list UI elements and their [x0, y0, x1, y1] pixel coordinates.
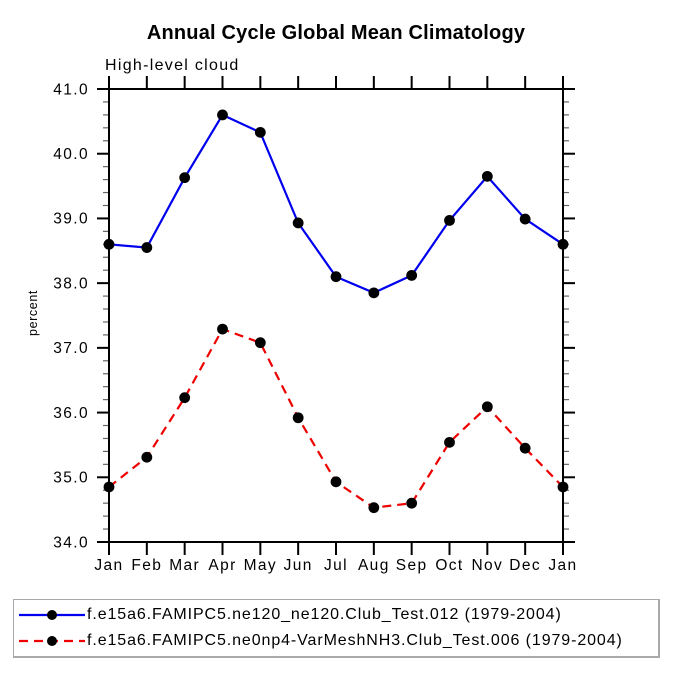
- data-point-marker-series-1: [481, 401, 493, 413]
- data-point-marker-series-0: [292, 217, 304, 229]
- x-tick-label: Jan: [548, 557, 577, 574]
- legend-box: f.e15a6.FAMIPC5.ne120_ne120.Club_Test.01…: [13, 599, 660, 658]
- x-tick-label: May: [244, 557, 277, 574]
- chart-subtitle: High-level cloud: [105, 57, 240, 74]
- data-point-marker-series-0: [179, 172, 191, 184]
- data-point-marker-series-1: [179, 392, 191, 404]
- data-point-marker-series-1: [330, 476, 342, 488]
- data-point-marker-series-0: [481, 170, 493, 182]
- x-tick-label: Mar: [169, 557, 200, 574]
- legend-entry-series-0: f.e15a6.FAMIPC5.ne120_ne120.Club_Test.01…: [14, 602, 658, 628]
- series-line-0: [108, 113, 564, 295]
- chart-title: Annual Cycle Global Mean Climatology: [146, 22, 526, 44]
- y-tick-label: 37.0: [53, 340, 89, 357]
- x-tick-label: Dec: [509, 557, 541, 574]
- data-point-marker-series-0: [254, 126, 266, 138]
- y-tick-label: 40.0: [53, 146, 89, 163]
- data-point-marker-series-1: [103, 481, 115, 493]
- x-tick-label: Apr: [208, 557, 236, 574]
- legend-entry-series-1: f.e15a6.FAMIPC5.ne0np4-VarMeshNH3.Club_T…: [14, 628, 658, 654]
- x-tick-label: Oct: [435, 557, 463, 574]
- data-point-marker-series-1: [519, 442, 531, 454]
- x-tick-label: Jun: [284, 557, 313, 574]
- y-tick-label: 39.0: [53, 211, 89, 228]
- data-point-marker-series-1: [406, 497, 418, 509]
- data-point-marker-series-0: [141, 242, 153, 253]
- legend-line-sample-solid: [19, 610, 85, 620]
- y-tick-label: 38.0: [53, 275, 89, 292]
- data-point-marker-series-0: [519, 213, 531, 225]
- legend-line-sample-dashed: [19, 636, 85, 646]
- data-point-marker-series-1: [217, 323, 228, 335]
- y-tick-label: 35.0: [53, 470, 89, 487]
- y-tick-label: 36.0: [53, 405, 89, 422]
- data-point-marker-series-1: [292, 412, 304, 424]
- plot-frame: [108, 88, 564, 543]
- y-tick-label: 34.0: [53, 534, 89, 551]
- x-tick-label: Jan: [94, 557, 123, 574]
- data-point-marker-series-0: [406, 269, 418, 281]
- data-point-marker-series-0: [103, 238, 115, 250]
- data-point-marker-series-0: [330, 271, 342, 283]
- data-point-marker-series-0: [557, 238, 569, 250]
- data-point-marker-series-1: [141, 451, 153, 463]
- plot-area: 34.0 35.0 36.0 37.0 38.0 39.0 40.0 41.0 Jan Feb Ma…: [53, 76, 577, 574]
- x-tick-label: Jul: [324, 557, 348, 574]
- x-tick-label: Aug: [358, 557, 390, 574]
- data-point-marker-series-0: [217, 109, 228, 121]
- legend-label-series-1: f.e15a6.FAMIPC5.ne0np4-VarMeshNH3.Club_T…: [87, 632, 623, 649]
- data-point-marker-series-1: [557, 481, 569, 493]
- x-tick-label: Feb: [131, 557, 162, 574]
- data-point-marker-series-0: [368, 287, 380, 299]
- x-tick-label: Sep: [396, 557, 428, 574]
- data-point-marker-series-1: [254, 337, 266, 349]
- y-tick-label: 41.0: [53, 81, 89, 98]
- legend-label-series-0: f.e15a6.FAMIPC5.ne120_ne120.Club_Test.01…: [87, 606, 562, 623]
- x-tick-label: Nov: [471, 557, 503, 574]
- data-point-marker-series-1: [444, 436, 455, 448]
- data-point-marker-series-0: [444, 214, 455, 226]
- data-point-marker-series-1: [368, 502, 380, 514]
